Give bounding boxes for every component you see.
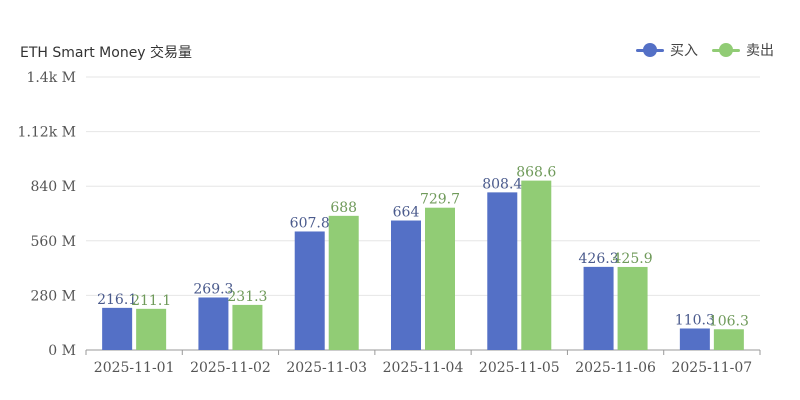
data-label-buy: 110.3 [675,312,715,328]
legend-swatch-sell [712,43,740,57]
bar-buy [102,307,133,350]
legend-item-sell[interactable]: 卖出 [712,40,774,60]
y-tick-label: 560 M [30,234,76,250]
data-label-sell: 211.1 [131,293,171,309]
bar-sell [617,266,648,350]
data-label-sell: 868.6 [516,165,556,181]
data-label-sell: 106.3 [709,313,749,329]
x-tick-label: 2025-11-07 [671,360,752,376]
bar-sell [425,207,455,350]
bar-buy [294,231,325,350]
data-label-sell: 231.3 [227,289,267,305]
bar-sell [521,180,552,350]
bar-buy [198,297,229,350]
y-tick-label: 280 M [30,288,76,304]
data-label-buy: 269.3 [193,281,233,297]
data-label-buy: 607.8 [290,215,330,231]
x-tick-label: 2025-11-04 [383,360,464,376]
x-tick-label: 2025-11-05 [479,360,560,376]
legend-item-buy[interactable]: 买入 [636,40,698,60]
y-tick-label: 840 M [30,179,76,195]
x-tick-label: 2025-11-03 [286,360,367,376]
data-label-buy: 216.1 [97,292,137,308]
data-label-sell: 425.9 [613,251,653,267]
x-tick-label: 2025-11-01 [94,360,175,376]
bar-buy [679,328,710,350]
x-tick-label: 2025-11-02 [190,360,271,376]
bar-sell [328,215,359,350]
legend-swatch-buy [636,43,664,57]
data-label-buy: 426.3 [579,251,619,267]
bar-sell [713,329,744,350]
bar-buy [487,192,518,350]
data-label-sell: 729.7 [420,192,460,208]
data-label-buy: 664 [393,205,420,221]
legend: 买入 卖出 [636,40,774,60]
bar-buy [583,266,614,350]
data-label-sell: 688 [330,200,357,216]
x-tick-label: 2025-11-06 [575,360,656,376]
legend-label-sell: 卖出 [746,43,774,59]
data-label-buy: 808.4 [482,176,522,192]
bar-buy [391,220,421,350]
bar-sell [232,304,263,350]
chart-title: ETH Smart Money 交易量 [20,45,193,61]
y-tick-label: 0 M [48,343,76,359]
bar-sell [136,308,167,350]
legend-label-buy: 买入 [670,43,698,59]
y-tick-label: 1.12k M [18,125,76,141]
y-tick-label: 1.4k M [26,70,76,86]
